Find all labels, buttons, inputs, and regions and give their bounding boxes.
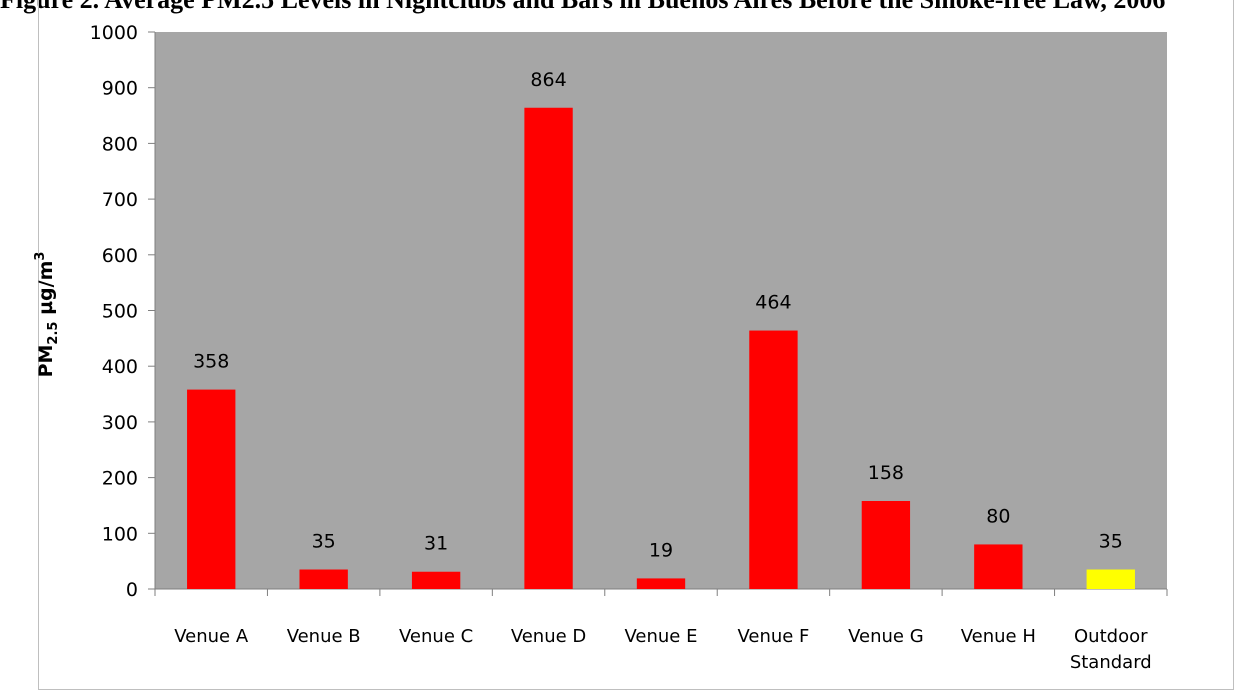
x-tick-label: Venue H <box>961 626 1036 647</box>
x-tick-label: Venue C <box>399 626 473 647</box>
data-label: 31 <box>424 533 448 555</box>
data-label: 358 <box>193 351 229 373</box>
y-tick-label: 500 <box>102 301 138 323</box>
bar <box>1086 569 1135 589</box>
y-tick-label: 300 <box>102 412 138 434</box>
bar <box>299 569 348 589</box>
bar <box>187 389 236 589</box>
bars <box>187 107 1135 589</box>
y-axis-title-main: PM <box>35 345 57 378</box>
bar <box>974 544 1023 589</box>
y-tick-label: 600 <box>102 245 138 267</box>
bar <box>636 578 686 589</box>
y-tick-label: 800 <box>102 133 138 155</box>
bar <box>861 500 911 589</box>
data-label: 19 <box>649 539 673 561</box>
y-axis-title-unit: µg/m <box>35 261 57 322</box>
figure-caption-text: Figure 2. Average PM2.5 Levels in Nightc… <box>0 0 1165 14</box>
y-tick-label: 400 <box>102 356 138 378</box>
x-tick-label: Venue B <box>287 626 361 647</box>
y-axis-title: PM2.5 µg/m3 <box>33 252 61 378</box>
y-tick-label: 200 <box>102 468 138 490</box>
x-tick-label: Standard <box>1070 652 1152 673</box>
x-axis: Venue A Venue B Venue C Venue D Venue E Venue… <box>154 588 1168 673</box>
x-tick-label: Venue D <box>511 626 586 647</box>
y-tick-label: 1000 <box>90 22 138 44</box>
bar <box>524 107 573 589</box>
data-label: 158 <box>868 462 904 484</box>
x-tick-label: Venue E <box>625 626 698 647</box>
y-tick-label: 700 <box>102 189 138 211</box>
y-tick-label: 100 <box>102 523 138 545</box>
data-labels: 358 35 31 864 19 464 158 80 35 <box>193 69 1123 562</box>
figure-caption: Figure 2. Average PM2.5 Levels in Nightc… <box>0 0 1238 14</box>
data-label: 464 <box>755 292 791 314</box>
bar <box>749 330 798 589</box>
data-label: 35 <box>1099 531 1123 553</box>
x-tick-label: Outdoor <box>1074 626 1148 647</box>
data-label: 35 <box>312 531 336 553</box>
y-tick-label: 900 <box>102 78 138 100</box>
x-tick-label: Venue F <box>737 626 809 647</box>
data-label: 80 <box>986 505 1010 527</box>
y-axis-title-sub: 2.5 <box>46 322 61 345</box>
bar <box>411 571 461 589</box>
y-tick-label: 0 <box>126 579 138 601</box>
plot-area <box>155 32 1167 589</box>
x-tick-label: Venue A <box>174 626 249 647</box>
x-tick-label: Venue G <box>848 626 924 647</box>
y-axis: 0 100 200 300 400 500 600 700 800 900 1000 <box>90 22 156 601</box>
data-label: 864 <box>530 69 566 91</box>
y-axis-title-sup: 3 <box>33 252 48 261</box>
chart-frame <box>38 0 1234 690</box>
